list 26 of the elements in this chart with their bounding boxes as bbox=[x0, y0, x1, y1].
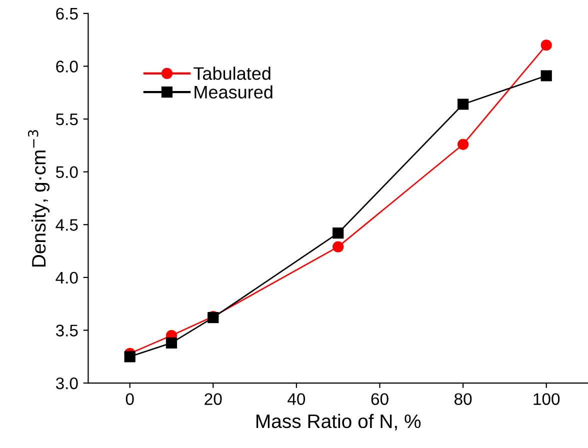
x-tick-label: 100 bbox=[534, 393, 560, 406]
point bbox=[540, 70, 552, 82]
point bbox=[457, 98, 469, 110]
legend-label: Measured bbox=[194, 85, 272, 99]
y-axis-title: Density, g·cm$^{−3}$ bbox=[28, 130, 50, 267]
legend-label: Tabulated bbox=[194, 66, 270, 80]
point bbox=[540, 40, 552, 51]
x-tick-label: 0 bbox=[126, 393, 134, 406]
x-tick-label: 60 bbox=[371, 393, 388, 406]
x-tick-label: 20 bbox=[204, 393, 222, 406]
point bbox=[457, 138, 469, 150]
x-tick-label: 80 bbox=[454, 393, 472, 406]
y-tick-label: 5.0 bbox=[56, 166, 78, 178]
y-tick-label: 4.0 bbox=[56, 272, 78, 284]
y-tick-label: 3.5 bbox=[56, 324, 78, 336]
point bbox=[332, 241, 344, 252]
x-tick-label: 40 bbox=[288, 393, 306, 406]
y-tick-label: 6.5 bbox=[56, 8, 78, 20]
y-tick-label: 5.5 bbox=[56, 114, 78, 126]
y-tick-label: 4.5 bbox=[56, 219, 78, 231]
point bbox=[124, 351, 136, 362]
point bbox=[166, 337, 178, 348]
x-axis-title: Mass Ratio of N, % bbox=[256, 414, 421, 430]
y-tick-label: 3.0 bbox=[56, 377, 78, 390]
point bbox=[332, 228, 344, 239]
y-tick-label: 6.0 bbox=[56, 60, 78, 72]
